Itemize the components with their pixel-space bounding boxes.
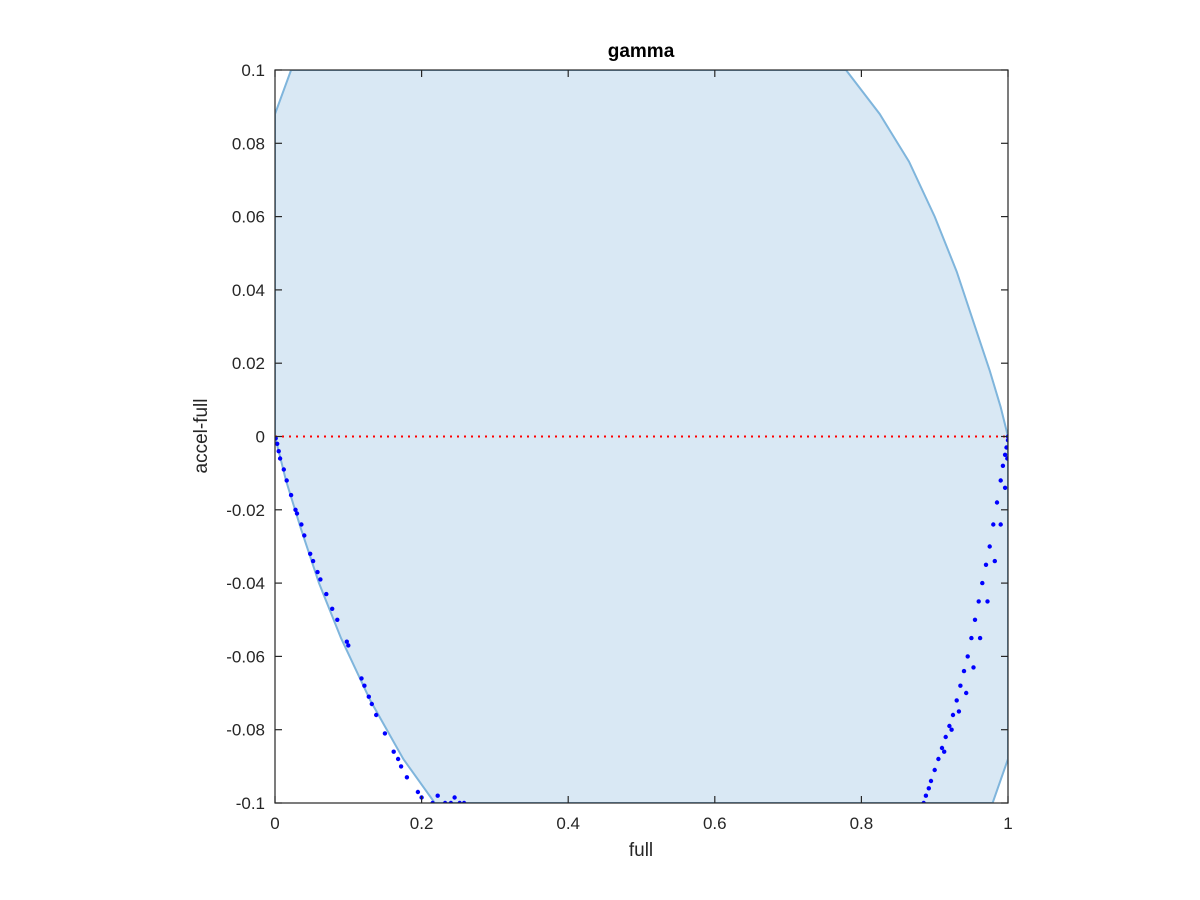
chart-title: gamma [608, 41, 675, 62]
data-point [971, 665, 976, 670]
data-point [926, 786, 931, 791]
data-point [277, 456, 283, 461]
x-tick-label: 0.2 [410, 814, 434, 833]
data-point [980, 580, 985, 586]
data-point [382, 731, 388, 736]
x-tick-label: 1 [1003, 814, 1012, 833]
data-point [315, 569, 320, 575]
data-point [976, 599, 981, 604]
data-point [985, 599, 990, 604]
data-point [1002, 452, 1008, 457]
data-point [335, 617, 340, 622]
y-tick-label: -0.06 [226, 647, 265, 666]
y-tick-label: 0.02 [232, 354, 265, 373]
data-point [991, 522, 996, 527]
data-point [972, 617, 978, 622]
data-point [939, 745, 945, 751]
data-point [395, 756, 401, 762]
data-point [293, 507, 298, 512]
y-tick-label: 0 [256, 428, 265, 447]
data-point [324, 591, 329, 597]
y-tick-label: 0.1 [241, 61, 265, 80]
data-point [330, 606, 335, 611]
data-point [992, 558, 997, 564]
data-point [346, 643, 351, 648]
data-point [949, 727, 954, 732]
x-tick-label: 0.8 [850, 814, 874, 833]
data-point [275, 441, 280, 446]
data-point [943, 734, 948, 740]
data-point [308, 551, 313, 556]
data-point [281, 467, 286, 472]
data-point [969, 635, 974, 641]
data-point [983, 562, 989, 567]
data-point [923, 793, 929, 798]
y-tick-label: 0.06 [232, 208, 265, 227]
data-point [344, 639, 349, 644]
y-tick-label: 0.08 [232, 134, 265, 153]
data-point [1005, 456, 1008, 461]
data-point [435, 793, 440, 798]
data-point [299, 522, 304, 527]
data-point [994, 500, 1000, 505]
data-point [987, 544, 992, 549]
data-point [961, 668, 967, 674]
y-tick-label: 0.04 [232, 281, 265, 300]
y-tick-label: -0.08 [226, 721, 265, 740]
data-point [310, 558, 316, 564]
data-point [398, 764, 404, 769]
data-point [362, 683, 367, 688]
y-tick-label: -0.1 [236, 794, 265, 813]
data-point [954, 698, 959, 703]
data-point [977, 635, 983, 641]
data-point [276, 449, 281, 454]
data-point [998, 522, 1003, 527]
x-axis-label: full [629, 840, 653, 861]
data-point [369, 701, 374, 707]
y-tick-label: -0.02 [226, 501, 265, 520]
data-point [928, 778, 934, 784]
data-point [998, 478, 1003, 483]
data-point [950, 712, 956, 718]
data-point [275, 436, 278, 441]
x-tick-label: 0.6 [703, 814, 727, 833]
y-tick-label: -0.04 [226, 574, 265, 593]
data-point [958, 683, 963, 688]
data-point [294, 511, 300, 516]
data-point [284, 478, 289, 483]
data-point [947, 723, 952, 729]
x-tick-label: 0.4 [556, 814, 580, 833]
data-point [936, 756, 941, 762]
data-point [452, 795, 457, 800]
data-point [965, 654, 970, 659]
data-point [318, 577, 323, 582]
data-point [302, 533, 307, 538]
data-point [288, 492, 294, 498]
data-point [1000, 463, 1006, 468]
y-axis-label: accel-full [191, 399, 212, 474]
data-point [932, 767, 937, 773]
data-point [964, 690, 969, 696]
data-point [366, 694, 371, 699]
data-point [404, 775, 410, 780]
data-point [956, 709, 962, 714]
data-point [1002, 485, 1008, 490]
x-tick-label: 0 [270, 814, 279, 833]
data-point [1004, 445, 1008, 450]
data-point [415, 789, 421, 795]
data-point [391, 749, 396, 754]
data-point [942, 749, 947, 754]
data-point [374, 712, 379, 718]
data-point [359, 676, 364, 681]
